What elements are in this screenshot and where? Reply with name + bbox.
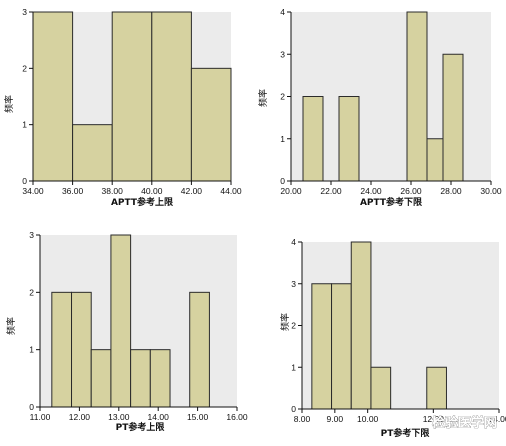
histogram-bar xyxy=(90,349,112,408)
y-axis-label: 频率 xyxy=(279,313,291,331)
y-tick-label: 3 xyxy=(29,230,34,240)
y-tick-label: 0 xyxy=(22,176,27,186)
y-axis-label: 频率 xyxy=(257,89,269,107)
x-tick-label: 14.00 xyxy=(488,414,506,424)
histogram-panel: 11.00 12.00 13.00 14.00 15.00 16.00 0 1 2 3 PT参考上限… xyxy=(5,230,248,433)
y-tick-label: 2 xyxy=(280,92,285,102)
histogram-bar xyxy=(189,291,210,408)
y-tick-label: 2 xyxy=(22,63,27,73)
histogram-bar xyxy=(426,138,444,182)
histogram-bar xyxy=(151,11,192,182)
y-tick-label: 0 xyxy=(280,176,285,186)
x-tick-label: 30.00 xyxy=(480,186,502,196)
y-tick-label: 2 xyxy=(291,321,296,331)
histogram-panel: 20.00 22.00 24.00 26.00 28.00 30.00 0 1 2 3 4 APTT参… xyxy=(257,7,502,208)
y-tick-label: 1 xyxy=(22,120,27,130)
y-tick-label: 0 xyxy=(29,402,34,412)
x-tick-label: 40.00 xyxy=(141,186,163,196)
histogram-bar xyxy=(51,291,73,408)
x-tick-label: 34.00 xyxy=(22,186,44,196)
x-tick-label: 16.00 xyxy=(226,412,248,422)
y-tick-label: 3 xyxy=(280,49,285,59)
panels: 34.00 36.00 38.00 40.00 42.00 44.000123APTT参考… xyxy=(3,7,506,439)
histogram-bar xyxy=(111,11,153,182)
watermark: 检验医学网 xyxy=(432,415,497,431)
histogram-panel: 8.00 9.00 10.00 12.00 14.00 0 1 2 3 4 PT参考下限 频率 xyxy=(279,237,506,439)
histogram-bar xyxy=(406,11,428,182)
x-tick-label: 15.00 xyxy=(187,412,209,422)
histogram-panel: 34.00 36.00 38.00 40.00 42.00 44.00 0 1 2 3 APTT参考… xyxy=(3,7,242,208)
x-axis-label: PT参考下限 xyxy=(381,427,431,439)
x-tick-label: 44.00 xyxy=(220,186,242,196)
y-tick-label: 3 xyxy=(22,7,27,17)
x-tick-label: 38.00 xyxy=(102,186,124,196)
x-tick-label: 36.00 xyxy=(62,186,84,196)
x-tick-label: 20.00 xyxy=(280,186,302,196)
y-tick-label: 4 xyxy=(291,237,296,247)
histogram-bar xyxy=(71,291,92,408)
x-tick-label: 11.00 xyxy=(30,412,51,422)
y-axis-label: 频率 xyxy=(3,95,15,113)
x-axis-label: PT参考上限 xyxy=(116,421,166,433)
y-axis-label: 频率 xyxy=(5,317,17,335)
y-tick-label: 2 xyxy=(29,287,34,297)
histogram-bar xyxy=(302,96,324,182)
x-tick-label: 12.00 xyxy=(423,414,445,424)
histogram-bar xyxy=(130,349,151,408)
x-tick-label: 24.00 xyxy=(360,186,382,196)
x-tick-label: 12.00 xyxy=(69,412,91,422)
y-tick-label: 0 xyxy=(291,404,296,414)
histogram-bar xyxy=(442,53,464,182)
x-axis-label: APTT参考下限 xyxy=(360,196,423,208)
x-tick-label: 22.00 xyxy=(320,186,342,196)
y-tick-label: 4 xyxy=(280,7,285,17)
histogram-bar xyxy=(311,283,333,410)
histogram-bar xyxy=(32,11,74,182)
y-tick-label: 1 xyxy=(280,134,285,144)
histogram-bar xyxy=(338,96,360,182)
x-tick-label: 14.00 xyxy=(148,412,170,422)
y-tick-label: 1 xyxy=(291,362,296,372)
x-tick-label: 13.00 xyxy=(108,412,130,422)
y-tick-label: 1 xyxy=(29,345,34,355)
x-axis-label: APTT参考上限 xyxy=(111,196,174,208)
x-tick-label: 9.00 xyxy=(327,414,344,424)
x-tick-label: 42.00 xyxy=(181,186,203,196)
histogram-bar xyxy=(190,67,232,182)
histogram-bar xyxy=(370,366,392,410)
histogram-bar xyxy=(350,241,372,410)
y-tick-label: 3 xyxy=(291,279,296,289)
x-tick-label: 8.00 xyxy=(294,414,311,424)
histogram-bar xyxy=(426,366,447,410)
x-tick-label: 10.00 xyxy=(357,414,379,424)
histogram-bar xyxy=(72,124,113,182)
histogram-bar xyxy=(149,349,171,408)
histogram-bar xyxy=(331,283,352,410)
histogram-bar xyxy=(110,234,132,408)
x-tick-label: 28.00 xyxy=(440,186,462,196)
x-tick-label: 26.00 xyxy=(400,186,422,196)
